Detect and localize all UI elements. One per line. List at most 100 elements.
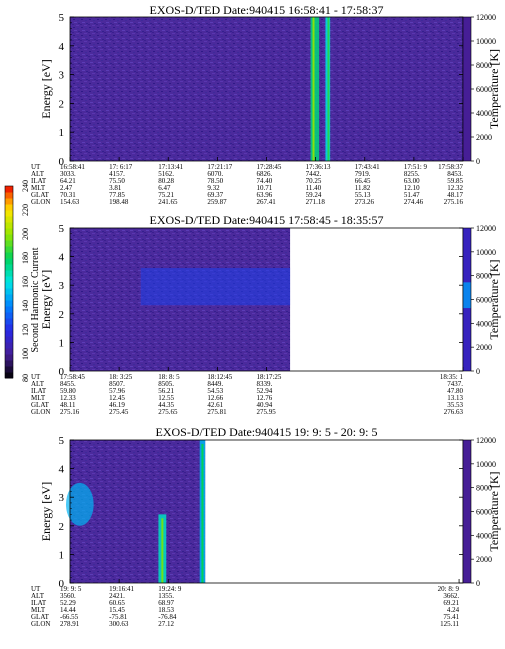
colorbar-swatch — [5, 336, 13, 343]
row-value: 19:24: 9 — [158, 585, 182, 593]
y-tick-label: 0 — [59, 366, 65, 378]
row-label-alt: ALT — [31, 380, 45, 388]
row-label-ut: UT — [31, 163, 41, 171]
colorbar-swatch — [5, 294, 13, 301]
panels: EXOS-D/TED Date:940415 16:58:41 - 17:58:… — [31, 3, 501, 628]
row-label-glon: GLON — [31, 198, 50, 206]
row-value: 17:58:37 — [438, 163, 463, 171]
row-label-ut: UT — [31, 373, 41, 381]
y2-tick-label: 10000 — [476, 460, 496, 469]
row-value: 273.26 — [355, 198, 375, 206]
row-value: 75.41 — [443, 613, 459, 621]
y2-tick-label: 6000 — [476, 85, 492, 94]
row-value: 63.96 — [257, 191, 273, 199]
row-value: 275.81 — [207, 408, 227, 416]
colorbar-tick-label: 220 — [21, 204, 30, 216]
row-value: 40.94 — [257, 401, 273, 409]
row-value: 275.65 — [158, 408, 178, 416]
y2-tick-label: 2000 — [476, 343, 492, 352]
row-value: 2.47 — [60, 184, 73, 192]
row-value: 69.21 — [443, 599, 459, 607]
y-tick-label: 3 — [59, 280, 65, 292]
colorbar: 80 100 120 140 160 180 200 220 240 Second Harmoni… — [4, 180, 41, 382]
row-value: 18.53 — [158, 606, 174, 614]
row-value: 4157. — [109, 170, 125, 178]
row-value: 27.12 — [158, 620, 174, 628]
row-value: 59.85 — [447, 177, 463, 185]
colorbar-swatch — [5, 312, 13, 319]
y-tick-label: 0 — [59, 578, 65, 590]
y2-tick-label: 4000 — [476, 109, 492, 118]
colorbar-tick-label: 80 — [21, 374, 30, 382]
colorbar-swatch — [5, 228, 13, 235]
row-label-mlt: MLT — [31, 606, 46, 614]
row-label-ilat: ILAT — [31, 177, 47, 185]
row-value: 12.33 — [60, 394, 76, 402]
row-value: 14.44 — [60, 606, 76, 614]
row-value: 274.46 — [404, 198, 424, 206]
colorbar-frame — [4, 185, 14, 379]
y2-axis-label: Temperature [K] — [487, 49, 501, 129]
row-value: 12.76 — [257, 394, 273, 402]
row-value: 35.53 — [447, 401, 463, 409]
colorbar-swatch — [5, 186, 13, 193]
y2-tick-label: 8000 — [476, 484, 492, 493]
y2-tick-label: 12000 — [476, 224, 496, 233]
row-value: 17:21:17 — [207, 163, 232, 171]
row-value: 18: 3:25 — [109, 373, 133, 381]
y2-tick-label: 4000 — [476, 531, 492, 540]
y-tick-label: 5 — [59, 435, 65, 447]
row-value: 78.50 — [207, 177, 223, 185]
colorbar-swatch — [5, 342, 13, 349]
colorbar-swatch — [5, 354, 13, 361]
colorbar-swatch — [5, 192, 13, 199]
row-value: 275.95 — [257, 408, 277, 416]
row-value: 75.50 — [109, 177, 125, 185]
row-value: 3662. — [443, 592, 459, 600]
y-tick-label: 4 — [59, 41, 65, 53]
row-value: 4.24 — [447, 606, 460, 614]
row-label-alt: ALT — [31, 592, 45, 600]
colorbar-tick-label: 240 — [21, 180, 30, 192]
row-value: 12.55 — [158, 394, 174, 402]
row-value: 57.96 — [109, 387, 125, 395]
row-value: 278.91 — [60, 620, 80, 628]
row-value: 7437. — [447, 380, 463, 388]
colorbar-tick-label: 160 — [21, 276, 30, 288]
row-value: 80.28 — [158, 177, 174, 185]
panel-3: EXOS-D/TED Date:940415 19: 9: 5 - 20: 9:… — [31, 425, 501, 628]
row-value: 18:17:25 — [257, 373, 282, 381]
row-value: 12.32 — [447, 184, 463, 192]
y-axis-label: Energy [eV] — [39, 270, 53, 329]
row-value: 275.16 — [444, 198, 464, 206]
row-value: 59.80 — [60, 387, 76, 395]
row-value: -66.55 — [60, 613, 79, 621]
row-value: 48.17 — [447, 191, 463, 199]
row-value: 63.00 — [404, 177, 420, 185]
row-value: 17:51: 9 — [404, 163, 428, 171]
row-value: 17:28:45 — [257, 163, 282, 171]
row-value: 241.65 — [158, 198, 178, 206]
row-value: 70.25 — [306, 177, 322, 185]
y2-tick-label: 8000 — [476, 272, 492, 281]
colorbar-swatch — [5, 264, 13, 271]
colorbar-label: Second Harmonic Current — [30, 247, 41, 352]
row-label-alt: ALT — [31, 170, 45, 178]
row-value: 8255. — [404, 170, 420, 178]
heatmap-hband — [140, 268, 291, 306]
row-value: 10.71 — [257, 184, 273, 192]
row-value: 20: 8: 9 — [438, 585, 460, 593]
row-value: 66.45 — [355, 177, 371, 185]
row-value: 15.45 — [109, 606, 125, 614]
row-value: 48.11 — [60, 401, 76, 409]
row-value: 275.45 — [109, 408, 129, 416]
row-value: 17:13:41 — [158, 163, 183, 171]
row-label-ilat: ILAT — [31, 387, 47, 395]
row-value: 75.21 — [158, 191, 174, 199]
colorbar-swatch — [5, 306, 13, 313]
row-value: 3560. — [60, 592, 76, 600]
panel-title: EXOS-D/TED Date:940415 16:58:41 - 17:58:… — [150, 3, 384, 17]
row-value: 12.10 — [404, 184, 420, 192]
row-value: 44.35 — [158, 401, 174, 409]
panel-2: EXOS-D/TED Date:940415 17:58:45 - 18:35:… — [31, 213, 501, 416]
